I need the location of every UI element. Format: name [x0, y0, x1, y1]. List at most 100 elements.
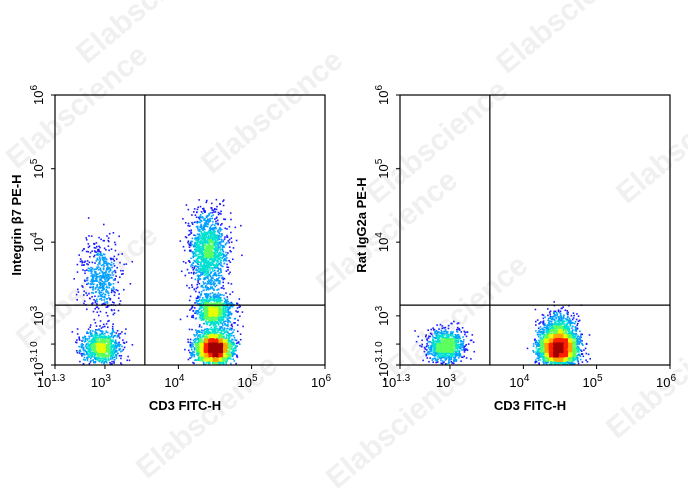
event-dot: [197, 343, 199, 345]
event-dot: [216, 299, 218, 301]
event-dot: [78, 352, 81, 354]
event-dot: [87, 344, 90, 347]
event-dot: [207, 275, 209, 278]
event-dot: [95, 299, 98, 301]
event-dot: [199, 314, 202, 316]
event-dot: [111, 277, 113, 279]
event-dot: [199, 245, 201, 248]
event-dot: [206, 323, 208, 326]
event-dot: [210, 360, 212, 362]
event-dot: [199, 296, 201, 298]
event-dot: [202, 229, 204, 231]
event-dot: [215, 299, 217, 301]
event-dot: [86, 359, 89, 362]
event-dot: [208, 362, 210, 364]
event-dot: [213, 249, 216, 251]
event-dot: [102, 349, 105, 352]
event-dot: [211, 217, 214, 220]
event-dot: [94, 333, 96, 336]
event-dot: [222, 310, 225, 313]
event-dot: [97, 342, 100, 345]
event-dot: [230, 301, 233, 304]
event-dot: [209, 279, 212, 282]
event-dot: [100, 355, 103, 357]
event-dot: [99, 338, 102, 341]
event-dot: [221, 355, 223, 358]
event-dot: [227, 312, 229, 314]
event-dot: [187, 208, 190, 211]
event-dot: [229, 336, 231, 338]
event-dot: [227, 269, 229, 271]
event-dot: [225, 259, 228, 262]
event-dot: [96, 341, 99, 344]
event-dot: [205, 314, 208, 316]
event-dot: [96, 348, 98, 350]
event-dot: [231, 350, 234, 353]
event-dot: [217, 252, 220, 255]
event-dot: [101, 289, 103, 292]
event-dot: [102, 288, 104, 290]
event-dot: [108, 249, 110, 252]
event-dot: [202, 330, 204, 332]
event-dot: [223, 359, 226, 361]
event-dot: [189, 295, 192, 298]
event-dot: [208, 265, 211, 268]
event-dot: [228, 337, 230, 339]
event-dot: [225, 292, 227, 294]
event-dot: [196, 283, 198, 286]
event-dot: [102, 339, 105, 341]
event-dot: [88, 245, 91, 247]
event-dot: [199, 333, 201, 336]
event-dot: [96, 329, 99, 331]
event-dot: [212, 241, 214, 243]
event-dot: [225, 314, 228, 316]
event-dot: [89, 283, 92, 285]
event-dot: [217, 265, 219, 267]
event-dot: [216, 306, 219, 308]
event-dot: [220, 326, 223, 328]
event-dot: [200, 311, 202, 313]
event-dot: [76, 333, 79, 335]
event-dot: [216, 362, 219, 365]
event-dot: [110, 358, 112, 360]
event-dot: [106, 276, 108, 279]
event-dot: [92, 286, 94, 289]
event-dot: [95, 337, 98, 339]
event-dot: [197, 278, 200, 280]
event-dot: [217, 309, 220, 312]
event-dot: [216, 267, 218, 269]
event-dot: [103, 262, 106, 264]
event-dot: [220, 354, 223, 356]
event-dot: [210, 215, 213, 217]
event-dot: [179, 318, 182, 321]
event-dot: [85, 237, 87, 239]
event-dot: [200, 352, 202, 354]
event-dot: [215, 332, 218, 335]
event-dot: [210, 306, 213, 309]
event-dot: [112, 232, 115, 234]
event-dot: [215, 363, 217, 365]
event-dot: [126, 359, 128, 362]
event-dot: [200, 216, 202, 219]
event-dot: [205, 261, 207, 263]
event-dot: [109, 350, 112, 352]
event-dot: [226, 300, 228, 302]
event-dot: [215, 246, 217, 248]
event-dot: [222, 245, 225, 247]
event-dot: [192, 273, 195, 275]
event-dot: [217, 329, 220, 331]
event-dot: [75, 341, 78, 344]
event-dot: [91, 296, 93, 298]
event-dot: [213, 363, 215, 365]
event-dot: [107, 237, 110, 239]
event-dot: [208, 361, 211, 363]
event-dot: [103, 343, 105, 345]
event-dot: [75, 293, 78, 296]
event-dot: [108, 284, 111, 286]
event-dot: [207, 239, 209, 241]
event-dot: [214, 295, 217, 297]
event-dot: [112, 349, 114, 352]
event-dot: [197, 240, 199, 243]
event-dot: [195, 287, 198, 290]
event-dot: [104, 256, 106, 259]
